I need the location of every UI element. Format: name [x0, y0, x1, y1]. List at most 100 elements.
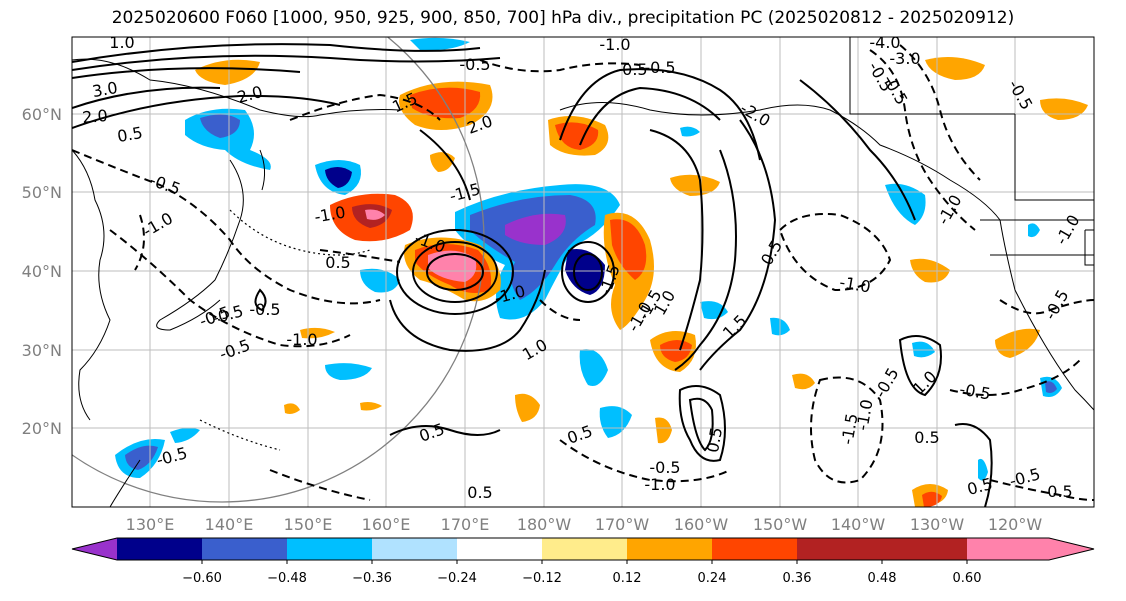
lat-label: 40°N	[22, 262, 62, 281]
coastlines	[72, 37, 1094, 507]
lon-label: 150°W	[753, 515, 808, 534]
shade-region	[365, 209, 385, 220]
shade-region	[579, 349, 608, 386]
lon-label: 180°W	[517, 515, 572, 534]
contour-label: -0.5	[459, 55, 490, 74]
lon-label: 160°W	[674, 515, 729, 534]
colorbar-segment	[117, 538, 202, 560]
colorbar-segment	[712, 538, 797, 560]
shade-region	[325, 363, 372, 380]
shade-region	[515, 393, 540, 422]
shade-region	[610, 219, 647, 280]
colorbar-segment	[882, 538, 967, 560]
shade-region	[325, 166, 352, 188]
contour-label: 0.5	[703, 426, 726, 454]
map-frame	[71, 36, 1095, 508]
contour-label: 0.5	[116, 123, 144, 146]
contour-label: 0.5	[325, 253, 350, 272]
shade-region	[670, 174, 720, 196]
shade-region	[680, 126, 700, 137]
contour-label: 2.0	[81, 106, 108, 127]
lon-label: 170°W	[595, 515, 650, 534]
longitude-labels: 130°E 140°E 150°E 160°E 170°E 180°W 170°…	[126, 515, 1043, 534]
colorbar-segment	[202, 538, 287, 560]
colorbar-segment	[627, 538, 712, 560]
colorbar-tick: −0.24	[437, 571, 477, 586]
shade-region	[978, 458, 988, 481]
contour-label: -0.5	[649, 458, 680, 477]
shade-region	[170, 427, 200, 443]
shade-region	[660, 340, 692, 362]
shade-region	[599, 406, 632, 438]
shade-region	[565, 249, 605, 295]
shade-region	[885, 183, 926, 225]
shade-region	[284, 403, 300, 414]
colorbar-segment	[287, 538, 372, 560]
lon-label: 120°W	[988, 515, 1043, 534]
contour-label: 0.5	[467, 483, 492, 502]
lon-label: 140°E	[205, 515, 254, 534]
shade-region	[1040, 98, 1088, 120]
contour-label: 0.5	[914, 428, 939, 447]
shading-layer	[115, 37, 1088, 507]
lon-label: 140°W	[831, 515, 886, 534]
colorbar-tick: 0.36	[783, 571, 812, 586]
shade-region	[360, 402, 382, 411]
colorbar-segment	[372, 538, 457, 560]
lat-label: 60°N	[22, 105, 62, 124]
colorbar-tick: 0.24	[698, 571, 727, 586]
dotted-contours	[199, 209, 371, 451]
shade-region	[995, 328, 1040, 358]
shade-region	[925, 56, 985, 80]
colorbar-tick: 0.12	[613, 571, 642, 586]
shade-region	[792, 373, 815, 390]
lon-label: 170°E	[441, 515, 490, 534]
colorbar-segment	[542, 538, 627, 560]
colorbar-segment	[797, 538, 882, 560]
latitude-labels: 60°N 50°N 40°N 30°N 20°N	[22, 105, 62, 438]
shade-region	[300, 327, 335, 339]
shade-region	[1028, 223, 1040, 238]
lon-label: 130°E	[126, 515, 175, 534]
shade-region	[655, 417, 672, 444]
lon-label: 130°W	[910, 515, 965, 534]
contour-label: -4.0	[869, 33, 900, 52]
lat-label: 20°N	[22, 419, 62, 438]
lat-label: 30°N	[22, 341, 62, 360]
colorbar-min-extend	[72, 538, 117, 560]
distance-ring	[72, 37, 485, 503]
shade-region	[1045, 381, 1057, 393]
shade-region	[505, 213, 566, 245]
contour-label: -0.5	[249, 300, 280, 319]
colorbar-tick: −0.60	[182, 571, 222, 586]
colorbar-tick: −0.48	[267, 571, 307, 586]
contour-label: 3.0	[91, 78, 119, 101]
contour-label: -1.0	[644, 475, 675, 494]
colorbar-tick: −0.12	[522, 571, 562, 586]
colorbar: −0.60 −0.48 −0.36 −0.24 −0.12 0.12 0.24 …	[71, 537, 1095, 586]
contour-label: -0.5	[616, 60, 647, 79]
dashed-contours	[72, 44, 1094, 501]
contour-label: 1.0	[109, 33, 134, 52]
shade-region	[195, 59, 260, 85]
contour-label: 0.5	[1047, 482, 1072, 501]
shade-region	[410, 37, 470, 51]
colorbar-tick: 0.48	[868, 571, 897, 586]
shade-region	[428, 250, 477, 282]
contour-label: -1.0	[599, 35, 630, 54]
lon-label: 150°E	[284, 515, 333, 534]
lat-label: 50°N	[22, 183, 62, 202]
colorbar-segment	[457, 538, 542, 560]
lon-label: 160°E	[362, 515, 411, 534]
contour-label: -0.5	[644, 58, 675, 77]
colorbar-tick: 0.60	[953, 571, 982, 586]
contour-label: -1.0	[286, 330, 317, 349]
contour-label: -3.0	[889, 49, 920, 68]
shade-region	[360, 268, 400, 293]
shade-region	[200, 114, 240, 138]
solid-contours	[72, 43, 993, 507]
colorbar-outline	[71, 537, 1095, 561]
figure-title: 2025020600 F060 [1000, 950, 925, 900, 85…	[111, 8, 1015, 28]
colorbar-tick: −0.36	[352, 571, 392, 586]
